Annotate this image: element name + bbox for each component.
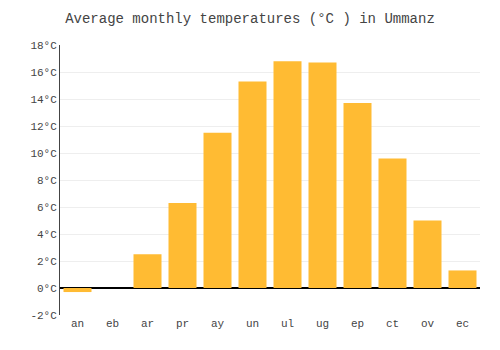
svg-text:ep: ep [351,318,364,330]
svg-text:un: un [246,318,259,330]
svg-text:16°C: 16°C [30,67,57,79]
svg-text:ov: ov [421,318,435,330]
svg-text:18°C: 18°C [30,40,57,52]
svg-text:6°C: 6°C [37,202,57,214]
svg-text:ec: ec [456,318,469,330]
svg-text:0°C: 0°C [37,283,57,295]
svg-text:pr: pr [176,318,189,330]
svg-text:ay: ay [211,318,225,330]
svg-text:Average monthly temperatures (: Average monthly temperatures (°C ) in Um… [65,11,435,27]
svg-text:ct: ct [386,318,399,330]
svg-text:ar: ar [141,318,154,330]
svg-text:an: an [71,318,84,330]
svg-text:12°C: 12°C [30,121,57,133]
svg-text:2°C: 2°C [37,256,57,268]
svg-text:eb: eb [106,318,119,330]
svg-text:-2°C: -2°C [30,310,57,322]
svg-text:10°C: 10°C [30,148,57,160]
svg-text:ug: ug [316,318,329,330]
svg-text:4°C: 4°C [37,229,57,241]
svg-text:14°C: 14°C [30,94,57,106]
svg-text:ul: ul [281,318,294,330]
svg-text:8°C: 8°C [37,175,57,187]
